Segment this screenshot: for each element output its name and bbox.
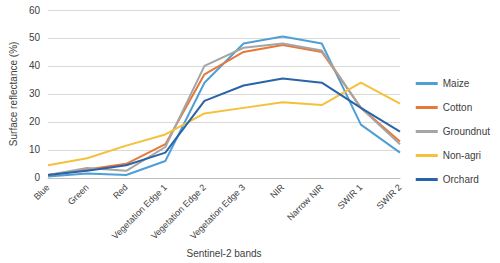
svg-text:0: 0 — [34, 172, 40, 183]
svg-text:20: 20 — [29, 116, 41, 127]
svg-text:Cotton: Cotton — [443, 102, 472, 113]
svg-text:Sentinel-2 bands: Sentinel-2 bands — [186, 248, 261, 259]
svg-text:50: 50 — [29, 32, 41, 43]
svg-text:Surface reflectance (%): Surface reflectance (%) — [8, 42, 19, 147]
svg-text:Orchard: Orchard — [443, 174, 479, 185]
svg-text:Red: Red — [111, 182, 130, 201]
svg-text:Green: Green — [66, 182, 91, 207]
svg-text:60: 60 — [29, 5, 41, 16]
svg-text:Narrow NIR: Narrow NIR — [285, 182, 326, 223]
svg-text:SWIR 2: SWIR 2 — [375, 182, 404, 211]
svg-text:Non-agri: Non-agri — [443, 150, 481, 161]
svg-text:Vegetation Edge 3: Vegetation Edge 3 — [188, 182, 247, 241]
svg-text:NIR: NIR — [268, 182, 286, 200]
svg-text:30: 30 — [29, 88, 41, 99]
svg-text:Vegetation Edge 2: Vegetation Edge 2 — [149, 182, 208, 242]
svg-text:Maize: Maize — [443, 78, 470, 89]
svg-text:SWIR 1: SWIR 1 — [335, 182, 364, 211]
svg-text:Blue: Blue — [32, 182, 52, 202]
svg-text:10: 10 — [29, 144, 41, 155]
svg-text:Vegetation Edge 1: Vegetation Edge 1 — [109, 182, 169, 242]
svg-text:40: 40 — [29, 60, 41, 71]
svg-text:Groundnut: Groundnut — [443, 126, 490, 137]
